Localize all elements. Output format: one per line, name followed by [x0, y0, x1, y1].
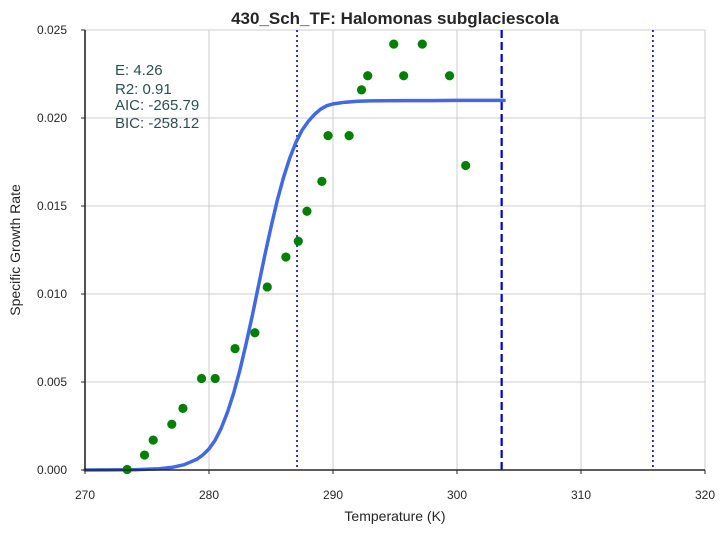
- data-points: [122, 39, 471, 475]
- stat-r2: R2: 0.91: [115, 81, 172, 98]
- x-ticks: 270 280 290 300 310 320: [75, 470, 715, 502]
- grid-lines: [84, 29, 706, 471]
- x-axis-label: Temperature (K): [344, 508, 445, 524]
- x-tick-label: 300: [447, 488, 467, 502]
- fit-curve-layer: [83, 98, 506, 472]
- y-tick-label: 0.000: [37, 463, 67, 477]
- data-point: [250, 328, 260, 338]
- data-point: [139, 450, 150, 460]
- data-point: [178, 403, 188, 413]
- data-point: [230, 343, 240, 354]
- data-point: [389, 39, 399, 49]
- fit-statistics: E: 4.26 R2: 0.91 AIC: -265.79 BIC: -258.…: [115, 62, 199, 132]
- y-ticks: 0.000 0.005 0.010 0.015 0.020 0.025: [37, 23, 85, 477]
- data-point: [302, 206, 312, 216]
- data-point: [356, 85, 367, 95]
- stat-bic: BIC: -258.12: [115, 115, 199, 132]
- data-point: [196, 373, 207, 384]
- stat-aic: AIC: -265.79: [115, 97, 199, 114]
- y-tick-label: 0.020: [37, 111, 67, 125]
- x-tick-label: 310: [571, 488, 591, 502]
- data-point: [293, 236, 303, 246]
- y-axis-label: Specific Growth Rate: [7, 184, 23, 316]
- data-point: [317, 176, 327, 186]
- data-point: [262, 282, 272, 292]
- stat-e: E: 4.26: [115, 62, 163, 79]
- reference-lines: [296, 30, 654, 470]
- data-point: [444, 71, 455, 81]
- x-tick-label: 290: [323, 488, 343, 502]
- chart-title: 430_Sch_TF: Halomonas subglaciescola: [231, 9, 559, 28]
- data-point: [417, 39, 427, 49]
- x-tick-label: 270: [75, 488, 95, 502]
- data-point: [281, 252, 291, 262]
- data-point: [323, 131, 333, 141]
- y-tick-label: 0.010: [37, 287, 67, 301]
- data-point: [461, 160, 471, 171]
- fit-curve: [83, 98, 506, 472]
- axes: [84, 30, 705, 471]
- data-point: [167, 419, 177, 429]
- data-point: [210, 373, 220, 384]
- y-tick-label: 0.025: [37, 23, 67, 37]
- data-point: [399, 71, 409, 81]
- x-tick-label: 320: [695, 488, 715, 502]
- data-point: [148, 435, 158, 445]
- y-tick-label: 0.005: [37, 375, 67, 389]
- data-point: [363, 71, 373, 81]
- y-tick-label: 0.015: [37, 199, 67, 213]
- x-tick-label: 280: [199, 488, 219, 502]
- data-point: [344, 131, 354, 141]
